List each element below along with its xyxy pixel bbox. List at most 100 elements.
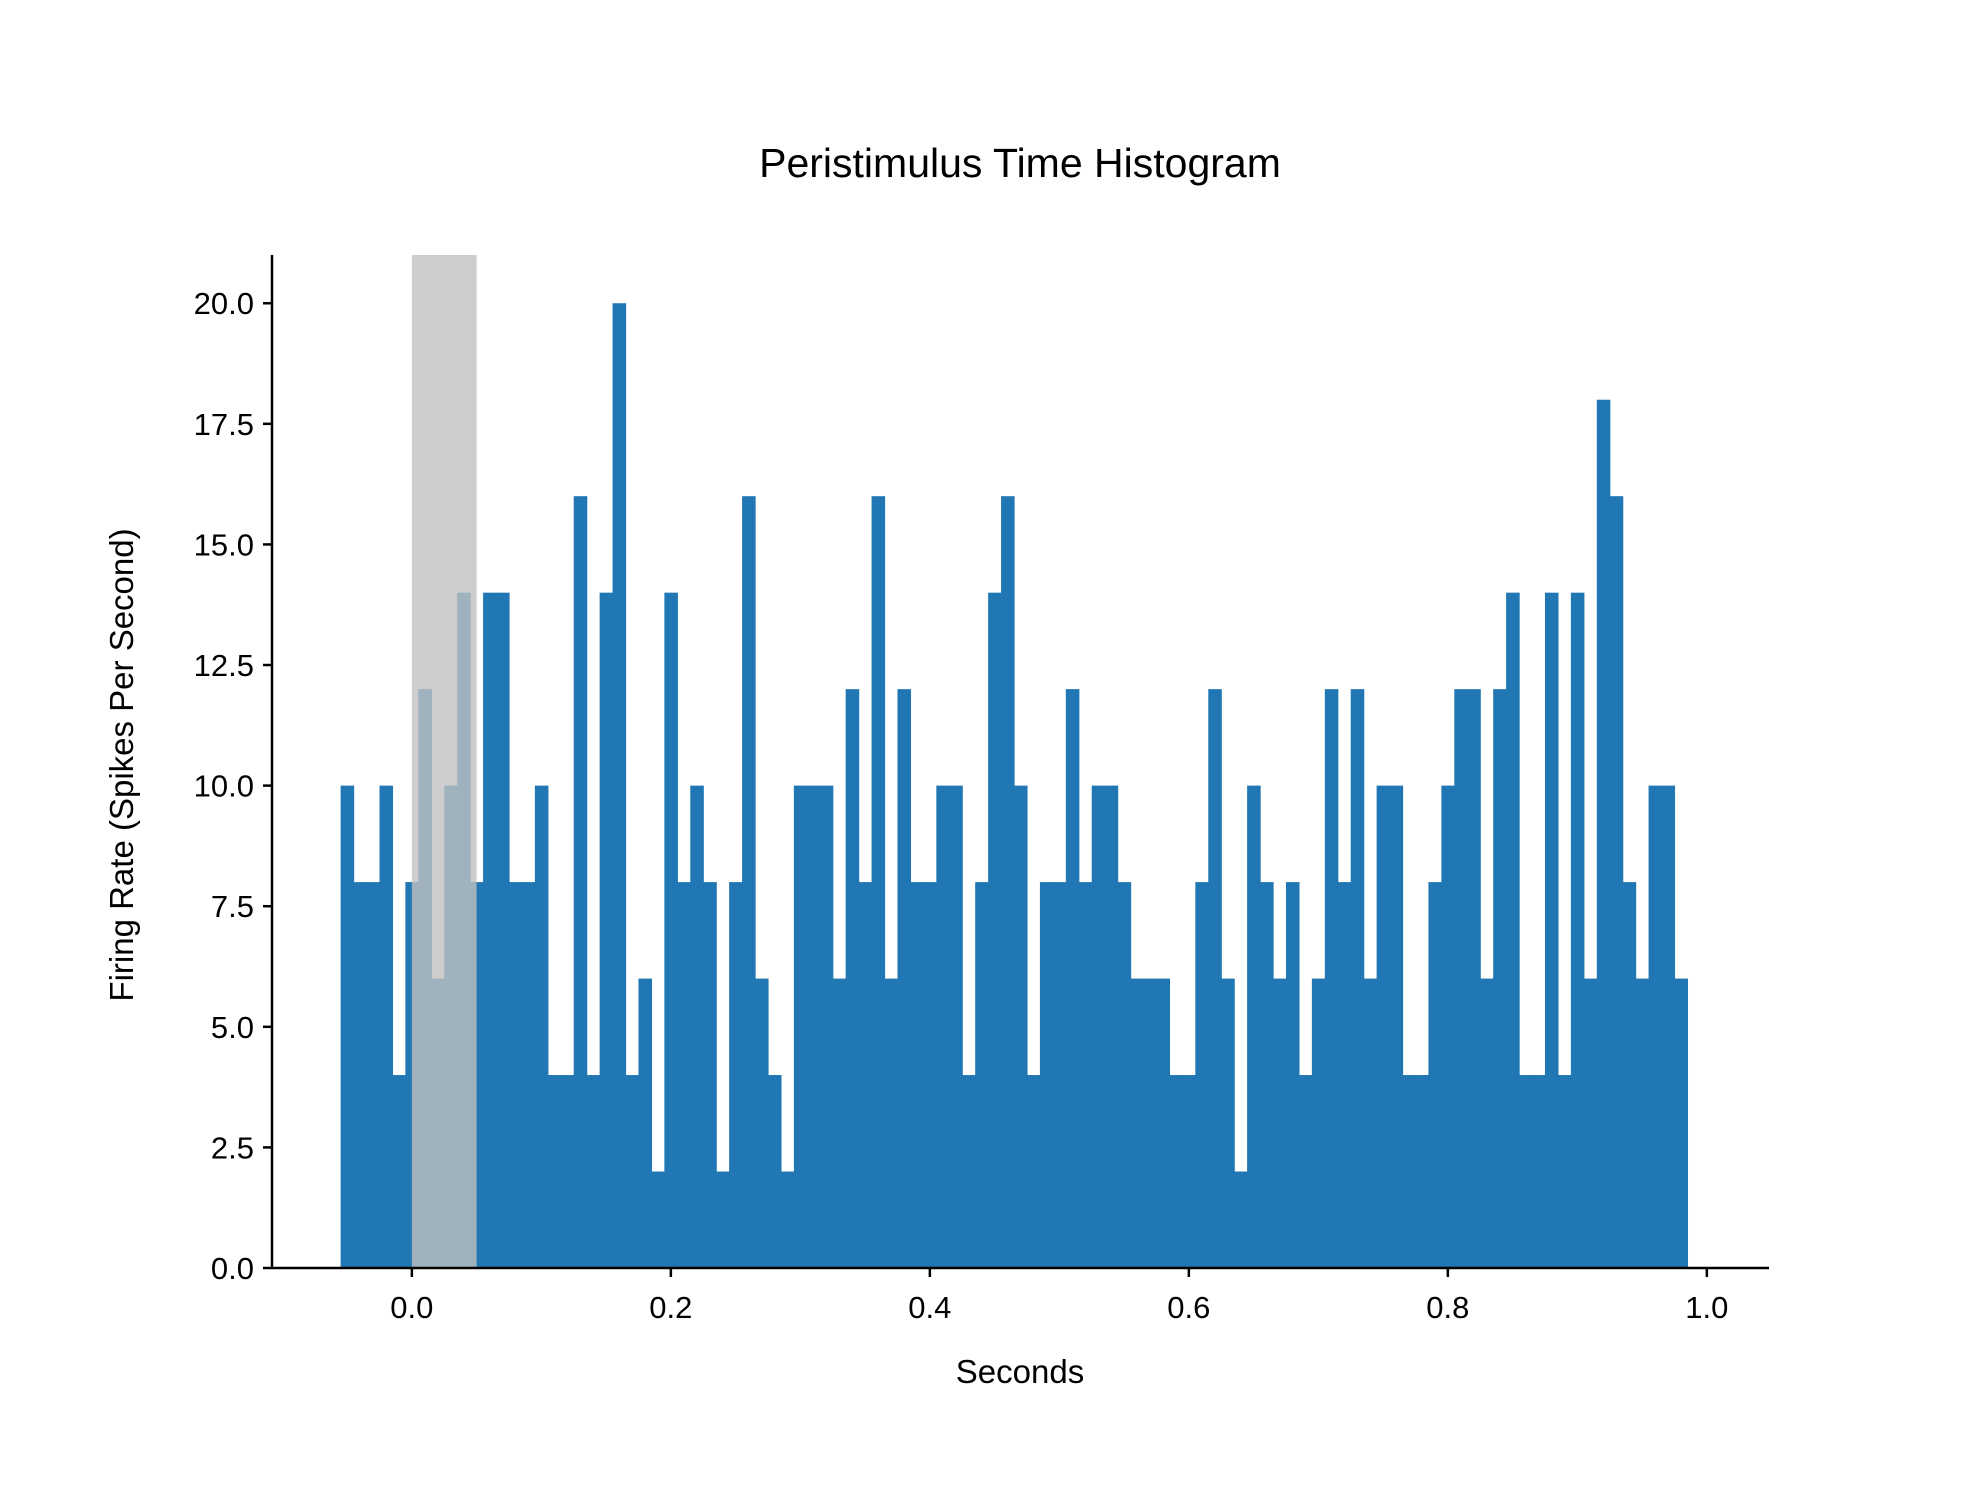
x-tick-label: 0.8 <box>1426 1290 1469 1325</box>
histogram-bar <box>845 689 860 1268</box>
x-tick-label: 0.2 <box>649 1290 692 1325</box>
histogram-bar <box>858 882 873 1268</box>
histogram-bar <box>1467 689 1481 1268</box>
histogram-bar <box>1195 882 1209 1268</box>
histogram-bar <box>871 496 886 1268</box>
histogram-bar <box>1350 689 1365 1268</box>
x-tick-label: 1.0 <box>1685 1290 1728 1325</box>
histogram-bar <box>638 978 653 1268</box>
histogram-bar <box>897 689 912 1268</box>
histogram-bar <box>1247 785 1261 1268</box>
histogram-bar <box>625 1075 640 1268</box>
histogram-bar <box>1674 978 1689 1268</box>
histogram-bar <box>392 1075 406 1268</box>
histogram-bar <box>1493 689 1507 1268</box>
x-axis-label: Seconds <box>956 1353 1084 1390</box>
histogram-bar <box>1208 689 1222 1268</box>
histogram-bar <box>1104 785 1119 1268</box>
histogram-bar <box>379 785 394 1268</box>
histogram-bar <box>949 785 963 1268</box>
y-tick-label: 20.0 <box>194 286 254 321</box>
histogram-bar <box>586 1075 601 1268</box>
histogram-bar <box>1143 978 1158 1268</box>
histogram-bar <box>612 303 627 1268</box>
y-tick-label: 0.0 <box>211 1251 254 1286</box>
histogram-bar <box>742 496 756 1268</box>
y-tick-label: 2.5 <box>211 1130 254 1165</box>
histogram-bar <box>819 785 834 1268</box>
x-axis-ticks: 0.0 0.2 0.4 0.6 0.8 1.0 <box>390 1268 1728 1325</box>
histogram-bar <box>1454 689 1468 1268</box>
histogram-bar <box>521 882 536 1268</box>
histogram-bar <box>1363 978 1378 1268</box>
histogram-bar <box>560 1075 575 1268</box>
histogram-bar <box>1596 399 1611 1268</box>
histogram-bar <box>703 882 717 1268</box>
histogram-bar <box>1298 1075 1313 1268</box>
histogram-bar <box>1285 882 1300 1268</box>
histogram-bar <box>651 1171 665 1268</box>
histogram-bar <box>988 592 1002 1268</box>
y-tick-label: 12.5 <box>194 648 254 683</box>
histogram-bar <box>496 592 510 1268</box>
y-axis-label: Firing Rate (Spikes Per Second) <box>103 528 140 1001</box>
histogram-bar <box>1376 785 1391 1268</box>
histogram-bar <box>923 882 937 1268</box>
histogram-bar <box>690 785 704 1268</box>
histogram-bar <box>910 882 924 1268</box>
histogram-bar <box>767 1075 782 1268</box>
histogram-bar <box>1441 785 1455 1268</box>
histogram-bar <box>1117 882 1132 1268</box>
histogram-bar <box>1622 882 1637 1268</box>
histogram-bar <box>729 882 743 1268</box>
histogram-bar <box>1648 785 1663 1268</box>
histogram-bar <box>1415 1075 1430 1268</box>
histogram-bar <box>1402 1075 1417 1268</box>
histogram-bar <box>1428 882 1442 1268</box>
histogram-bar <box>1506 592 1520 1268</box>
histogram-bar <box>755 978 769 1268</box>
x-tick-label: 0.4 <box>908 1290 951 1325</box>
histogram-bars <box>340 303 1689 1268</box>
histogram-bar <box>599 592 614 1268</box>
histogram-bar <box>1557 1075 1572 1268</box>
histogram-bar <box>832 978 847 1268</box>
histogram-bar <box>1609 496 1624 1268</box>
y-tick-label: 17.5 <box>194 407 254 442</box>
histogram-bar <box>1583 978 1598 1268</box>
histogram-bar <box>1039 882 1054 1268</box>
histogram-bar <box>664 592 678 1268</box>
histogram-bar <box>547 1075 562 1268</box>
y-axis-ticks: 0.0 2.5 5.0 7.5 10.0 12.5 15.0 17.5 20.0 <box>194 286 272 1286</box>
histogram-bar <box>1182 1075 1196 1268</box>
histogram-bar <box>1221 978 1235 1268</box>
histogram-bar <box>716 1171 730 1268</box>
histogram-bar <box>806 785 821 1268</box>
histogram-bar <box>1091 785 1106 1268</box>
histogram-bar <box>1570 592 1585 1268</box>
histogram-bar <box>1337 882 1352 1268</box>
histogram-bar <box>1324 689 1339 1268</box>
histogram-bar <box>1519 1075 1533 1268</box>
y-tick-label: 15.0 <box>194 527 254 562</box>
histogram-bar <box>962 1075 976 1268</box>
histogram-bar <box>1078 882 1093 1268</box>
x-tick-label: 0.0 <box>390 1290 433 1325</box>
y-tick-label: 7.5 <box>211 889 254 924</box>
x-tick-label: 0.6 <box>1167 1290 1210 1325</box>
histogram-bar <box>1026 1075 1041 1268</box>
histogram-bar <box>1544 592 1559 1268</box>
histogram-bar <box>1273 978 1287 1268</box>
histogram-bar <box>353 882 368 1268</box>
histogram-bar <box>1001 496 1015 1268</box>
histogram-bar <box>884 978 899 1268</box>
histogram-bar <box>936 785 950 1268</box>
histogram-bar <box>534 785 549 1268</box>
y-tick-label: 10.0 <box>194 769 254 804</box>
histogram-bar <box>1234 1171 1248 1268</box>
histogram-bar <box>677 882 691 1268</box>
histogram-bar <box>1260 882 1274 1268</box>
histogram-bar <box>1389 785 1404 1268</box>
histogram-bar <box>508 882 523 1268</box>
